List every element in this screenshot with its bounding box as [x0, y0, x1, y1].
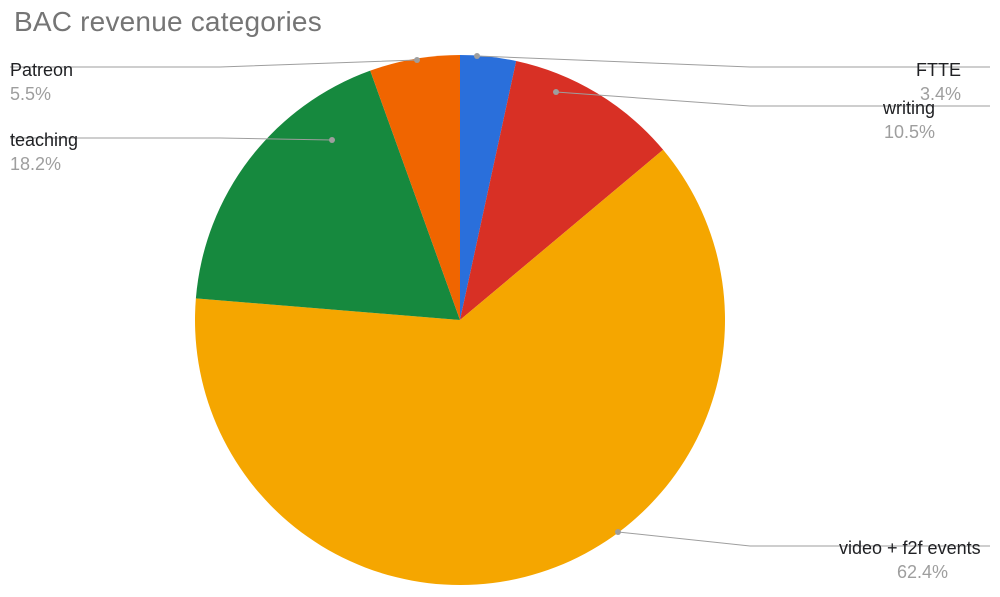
slice-percent: 10.5% [884, 122, 935, 143]
leader-dot [615, 529, 621, 535]
pie-chart [0, 0, 1000, 597]
slice-label: FTTE [916, 60, 961, 81]
slice-percent: 18.2% [10, 154, 61, 175]
leader-dot [329, 137, 335, 143]
leader-dot [414, 57, 420, 63]
slice-label: writing [883, 98, 935, 119]
slice-percent: 5.5% [10, 84, 51, 105]
leader-dot [553, 89, 559, 95]
slice-percent: 62.4% [897, 562, 948, 583]
slice-label: video + f2f events [839, 538, 981, 559]
leader-dot [474, 53, 480, 59]
slice-label: Patreon [10, 60, 73, 81]
chart-title: BAC revenue categories [14, 6, 322, 38]
leader-line [477, 56, 990, 67]
slice-label: teaching [10, 130, 78, 151]
